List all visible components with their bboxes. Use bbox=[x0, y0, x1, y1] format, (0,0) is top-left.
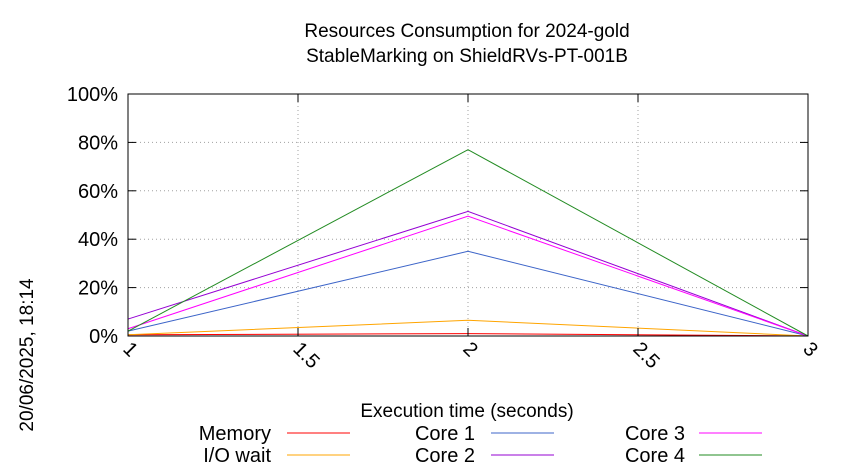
series-line-core-3 bbox=[127, 215, 809, 337]
y-tick-label: 0% bbox=[89, 326, 118, 348]
legend-label-core-4: Core 4 bbox=[625, 445, 685, 467]
x-tick-label: 1.5 bbox=[288, 338, 323, 373]
chart-title-line-2: StableMarking on ShieldRVs-PT-001B bbox=[306, 46, 628, 67]
y-tick-label: 40% bbox=[78, 229, 118, 251]
legend-label-core-2: Core 2 bbox=[415, 445, 475, 467]
grid bbox=[128, 94, 808, 336]
x-tick-label: 2 bbox=[458, 338, 481, 361]
y-tick-label: 80% bbox=[78, 132, 118, 154]
y-tick-label: 20% bbox=[78, 278, 118, 300]
chart-title-line-1: Resources Consumption for 2024-gold bbox=[304, 21, 629, 42]
legend-label-core-1: Core 1 bbox=[415, 423, 475, 445]
x-axis-label: Execution time (seconds) bbox=[360, 401, 573, 422]
y-tick-label: 100% bbox=[67, 84, 118, 106]
x-tick-label: 3 bbox=[798, 338, 821, 361]
series-line-core-4 bbox=[127, 149, 809, 337]
legend-label-core-3: Core 3 bbox=[625, 423, 685, 445]
plot-series bbox=[127, 149, 809, 337]
legend-label-memory: Memory bbox=[199, 423, 271, 445]
series-line-core-2 bbox=[127, 210, 809, 337]
timestamp-label: 20/06/2025, 18:14 bbox=[17, 278, 38, 432]
axis-ticks: 0% 20% 40% 60% 80% 100% 1 1.5 2 2.5 3 bbox=[67, 84, 822, 373]
y-tick-label: 60% bbox=[78, 181, 118, 203]
series-line-core-1 bbox=[127, 250, 809, 337]
x-tick-label: 1 bbox=[118, 338, 141, 361]
legend-label-i-o-wait: I/O wait bbox=[203, 445, 271, 467]
series-line-i-o-wait bbox=[127, 319, 809, 337]
x-tick-label: 2.5 bbox=[628, 338, 663, 373]
